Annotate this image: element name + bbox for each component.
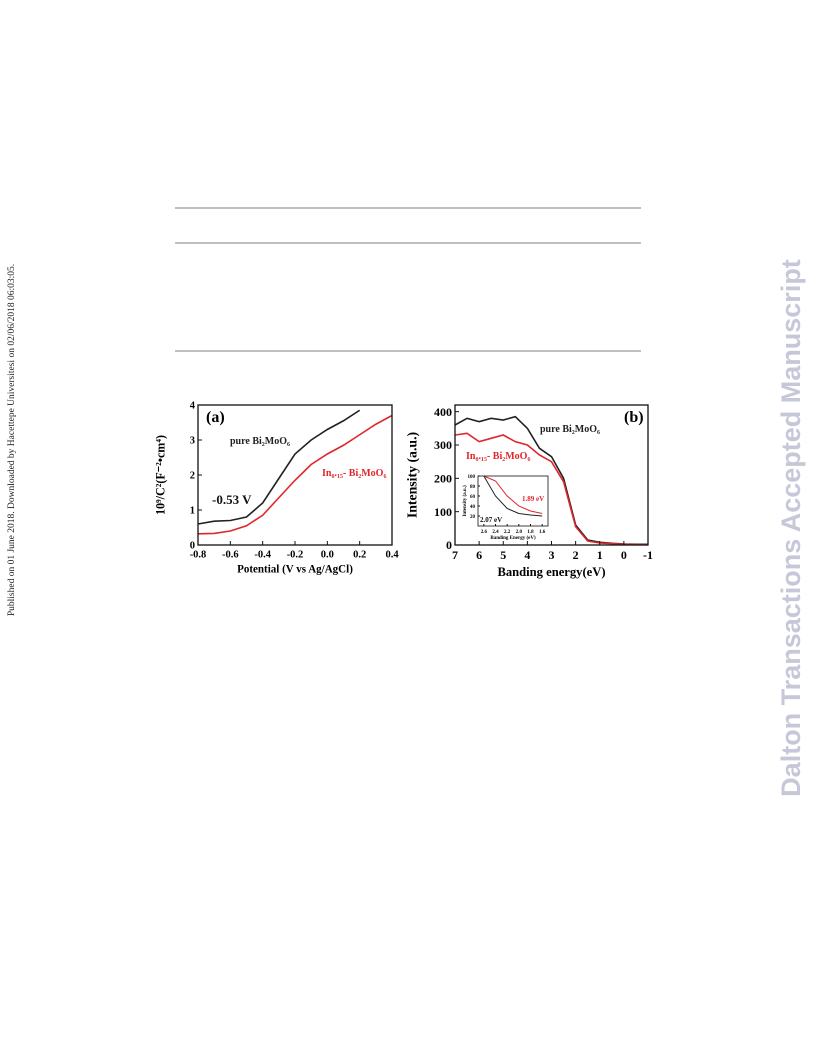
- x-tick-label: 1.8: [527, 530, 534, 535]
- y-tick-label: 0: [190, 541, 195, 552]
- annotation: 1.89 eV: [522, 495, 544, 503]
- x-tick-label: -0.8: [190, 550, 207, 561]
- y-tick-label: 100: [468, 475, 476, 480]
- y-tick-label: 40: [470, 505, 476, 510]
- y-tick-label: 20: [470, 515, 476, 520]
- x-tick-label: 0.4: [385, 550, 399, 561]
- y-tick-label: 80: [470, 485, 476, 490]
- x-tick-label: 7: [452, 548, 458, 562]
- x-axis-label: Potential (V vs Ag/AgCl): [237, 563, 353, 575]
- y-tick-label: 0: [446, 538, 452, 552]
- series-label: In₀.₁₅- Bi₂MoO₆: [466, 451, 530, 462]
- series-line: [197, 409, 361, 525]
- watermark: Dalton Transactions Accepted Manuscript: [776, 259, 806, 797]
- y-tick-label: 200: [434, 472, 452, 486]
- series-line: [454, 432, 648, 546]
- panel-label: (a): [206, 409, 225, 426]
- x-tick-label: 5: [500, 548, 506, 562]
- plot-frame: [477, 475, 549, 527]
- annotation: -0.53 V: [212, 492, 252, 507]
- y-tick-label: 300: [434, 438, 452, 452]
- series-line: [483, 475, 543, 517]
- side-note: Published on 01 June 2018. Downloaded by…: [7, 264, 17, 616]
- series-line: [483, 475, 543, 514]
- x-tick-label: 1.6: [539, 530, 546, 535]
- x-tick-label: 6: [476, 548, 482, 562]
- x-axis-label: Banding Energy (eV): [490, 536, 536, 541]
- series-line: [197, 414, 393, 535]
- y-tick-label: 4: [190, 401, 196, 412]
- y-tick-label: 60: [470, 495, 476, 500]
- y-axis-label: Intensity (a.u.): [463, 485, 468, 517]
- x-tick-label: 2.6: [481, 530, 488, 535]
- y-axis-label: Intensity (a.u.): [405, 432, 421, 518]
- x-tick-label: 0: [621, 548, 627, 562]
- y-tick-label: 1: [190, 506, 195, 517]
- y-tick-label: 100: [434, 505, 452, 519]
- x-tick-label: 2.0: [516, 530, 523, 535]
- annotation: 2.07 eV: [480, 516, 502, 524]
- x-tick-label: 0.2: [353, 550, 366, 561]
- y-tick-label: 3: [190, 436, 195, 447]
- panel-label: (b): [624, 409, 644, 426]
- x-tick-label: 2.4: [492, 530, 499, 535]
- x-tick-label: 1: [597, 548, 603, 562]
- x-tick-label: -0.6: [222, 550, 239, 561]
- series-label: In₀.₁₅- Bi₂MoO₆: [322, 468, 386, 479]
- y-axis-label: 10⁹/C²(F⁻²•cm⁴): [153, 435, 167, 515]
- x-tick-label: 4: [524, 548, 530, 562]
- x-tick-label: 2.2: [504, 530, 511, 535]
- x-tick-label: -0.2: [287, 550, 304, 561]
- x-tick-label: 3: [549, 548, 555, 562]
- x-tick-label: 2: [573, 548, 579, 562]
- x-tick-label: -0.4: [254, 550, 271, 561]
- y-tick-label: 2: [190, 471, 195, 482]
- series-label: pure Bi₂MoO₆: [230, 436, 290, 447]
- series-label: pure Bi₂MoO₆: [540, 424, 600, 435]
- x-tick-label: -1: [643, 548, 653, 562]
- x-tick-label: 0.0: [321, 550, 334, 561]
- y-tick-label: 400: [434, 405, 452, 419]
- x-axis-label: Banding energy(eV): [497, 565, 605, 579]
